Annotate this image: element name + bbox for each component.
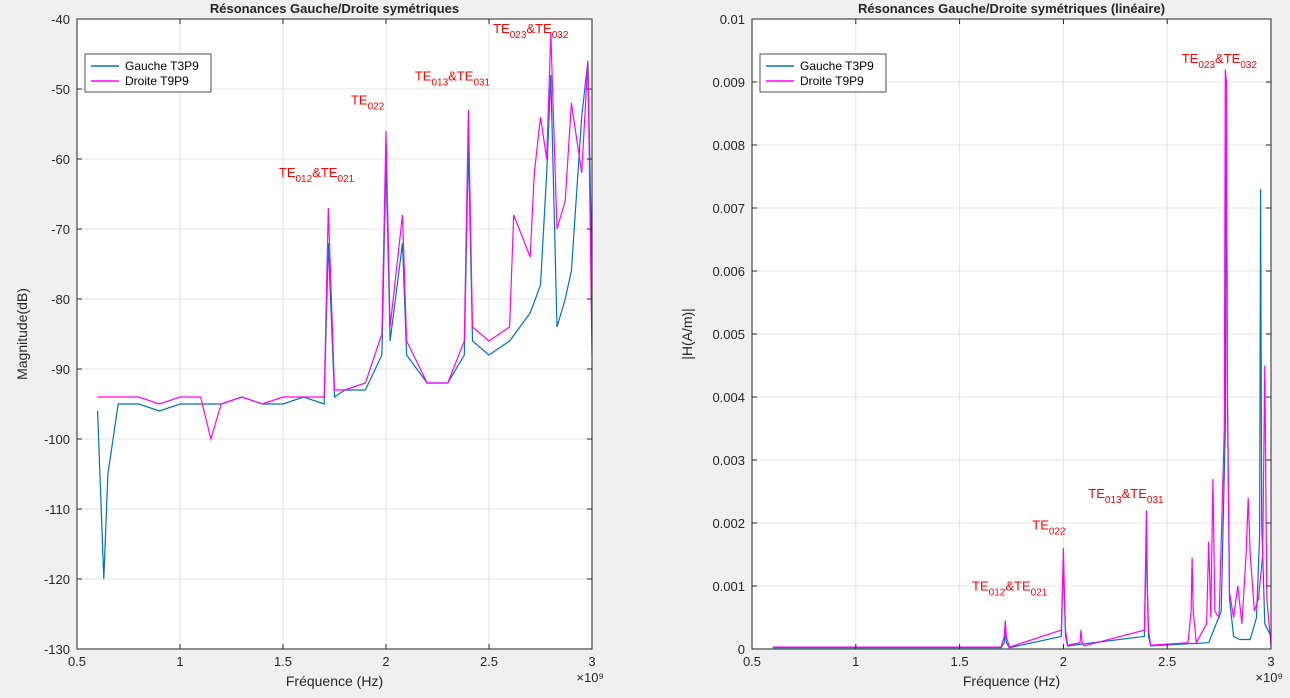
chart-title: Résonances Gauche/Droite symétriques — [210, 1, 459, 16]
annotation-sub: 023 — [1198, 60, 1215, 71]
chart-1: 0.5 1 1.5 2 2.5 3 -130 -120 -110 -100 -90 -80 -70 -60… — [14, 1, 604, 689]
x-tick-label: 2 — [1060, 654, 1067, 669]
y-tick-label: 0.009 — [712, 75, 745, 90]
chart-title: Résonances Gauche/Droite symétriques (li… — [858, 1, 1165, 16]
y-tick-label: -70 — [51, 222, 70, 237]
annotation-sub: 022 — [368, 101, 385, 112]
y-tick-label: -90 — [51, 362, 70, 377]
x-tick-label: 1.5 — [274, 654, 292, 669]
annotation-sub: 013 — [431, 78, 448, 89]
resonance-annotation: TE022 — [1032, 517, 1066, 537]
y-tick-label: -50 — [51, 82, 70, 97]
x-axis-label: Fréquence (Hz) — [963, 673, 1060, 689]
y-tick-label: -80 — [51, 292, 70, 307]
resonance-annotation: TE013&TE031 — [1088, 486, 1164, 506]
resonance-annotation: TE023&TE032 — [493, 21, 569, 41]
annotation-base: TE — [279, 165, 296, 180]
y-tick-label: 0.006 — [712, 264, 745, 279]
y-axis-label: |H(A/m)| — [679, 308, 695, 360]
y-tick-label: 0.002 — [712, 516, 745, 531]
x-exponent-label: ×10⁹ — [1255, 670, 1283, 685]
resonance-annotation: TE013&TE031 — [415, 69, 491, 89]
resonance-annotation: TE012&TE021 — [279, 165, 355, 185]
annotation-sub: 022 — [1049, 526, 1066, 537]
y-tick-label: 0.007 — [712, 201, 745, 216]
legend-box — [84, 53, 212, 93]
plot-area — [77, 19, 592, 649]
x-tick-label: 1 — [176, 654, 183, 669]
annotation-sub: 013 — [1105, 495, 1122, 506]
annotation-join: &TE — [1215, 51, 1241, 66]
annotation-sub: 012 — [296, 174, 313, 185]
y-tick-label: -110 — [45, 502, 70, 517]
annotation-sub: 012 — [989, 587, 1006, 598]
annotation-sub: 032 — [1240, 60, 1257, 71]
y-tick-label: -40 — [51, 12, 70, 27]
x-tick-label: 2.5 — [1158, 654, 1176, 669]
series-line-droite — [97, 32, 592, 442]
annotation-sub: 021 — [337, 174, 354, 185]
annotation-join: &TE — [1122, 486, 1148, 501]
annotation-base: TE — [1088, 486, 1105, 501]
y-tick-label: 0.01 — [720, 12, 745, 27]
annotation-sub: 032 — [552, 30, 569, 41]
annotation-join: &TE — [448, 69, 474, 84]
x-exponent-label: ×10⁹ — [576, 670, 604, 685]
x-axis-label: Fréquence (Hz) — [286, 673, 383, 689]
y-tick-label: 0.003 — [712, 453, 745, 468]
legend-entry: Droite T9P9 — [800, 74, 864, 88]
resonance-annotation: TE012&TE021 — [972, 578, 1048, 598]
y-tick-label: 0.001 — [712, 579, 745, 594]
y-tick-label: 0.005 — [712, 327, 745, 342]
x-tick-label: 1.5 — [951, 654, 969, 669]
annotation-sub: 031 — [1147, 495, 1164, 506]
x-tick-label: 3 — [1267, 654, 1274, 669]
y-tick-label: -130 — [44, 642, 70, 657]
chart-2: 0.5 1 1.5 2 2.5 3 0 0.001 0.002 0.003 0.004 0.005 0.… — [679, 1, 1283, 689]
x-tick-label: 1 — [852, 654, 859, 669]
y-tick-label: -100 — [44, 432, 70, 447]
annotation-base: TE — [415, 69, 432, 84]
series-line-droite — [772, 69, 1271, 648]
annotation-sub: 031 — [473, 78, 490, 89]
y-tick-label: 0 — [738, 642, 745, 657]
annotation-sub: 021 — [1031, 587, 1048, 598]
legend-entry: Gauche T3P9 — [125, 59, 199, 73]
annotation-base: TE — [972, 578, 989, 593]
annotation-sub: 023 — [510, 30, 527, 41]
annotation-join: &TE — [312, 165, 338, 180]
x-tick-label: 2 — [382, 654, 389, 669]
annotation-base: TE — [493, 21, 510, 36]
resonance-annotation: TE022 — [351, 92, 385, 112]
x-tick-label: 3 — [588, 654, 595, 669]
y-axis-label: Magnitude(dB) — [14, 288, 30, 380]
x-tick-label: 2.5 — [480, 654, 498, 669]
annotation-join: &TE — [526, 21, 552, 36]
annotation-base: TE — [1182, 51, 1199, 66]
y-tick-label: -120 — [44, 572, 70, 587]
legend-entry: Droite T9P9 — [125, 74, 189, 88]
x-tick-label: 0.5 — [743, 654, 761, 669]
legend-box — [759, 53, 887, 93]
resonance-annotation: TE023&TE032 — [1182, 51, 1258, 71]
x-tick-label: 0.5 — [68, 654, 86, 669]
annotation-base: TE — [1032, 517, 1049, 532]
axes-box — [76, 18, 593, 650]
legend-entry: Gauche T3P9 — [800, 59, 874, 73]
annotation-base: TE — [351, 92, 368, 107]
y-tick-label: 0.004 — [712, 390, 745, 405]
annotation-join: &TE — [1005, 578, 1031, 593]
y-tick-label: -60 — [51, 152, 70, 167]
y-tick-label: 0.008 — [712, 138, 745, 153]
